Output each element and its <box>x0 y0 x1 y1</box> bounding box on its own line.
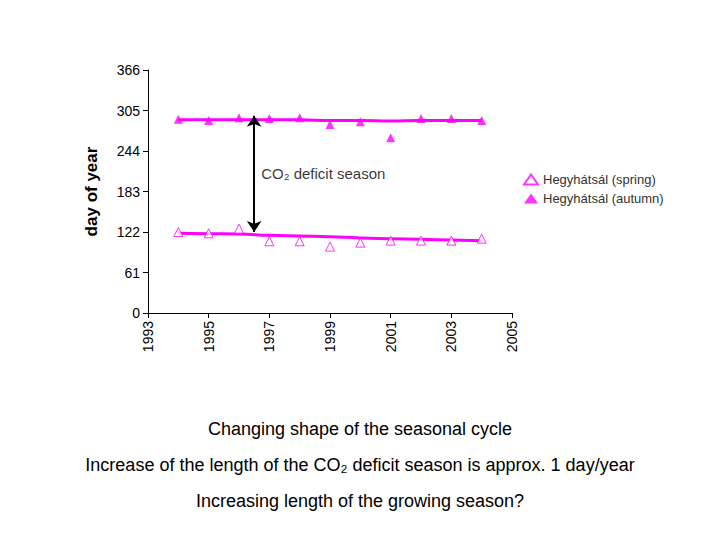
svg-text:Increasing length of the growi: Increasing length of the growing season? <box>196 491 524 511</box>
svg-text:183: 183 <box>117 184 141 200</box>
svg-text:61: 61 <box>124 265 140 281</box>
svg-text:244: 244 <box>117 143 141 159</box>
svg-text:day of year: day of year <box>82 146 101 236</box>
svg-text:Hegyhátsál (autumn): Hegyhátsál (autumn) <box>543 191 664 206</box>
svg-text:2005: 2005 <box>504 321 520 352</box>
svg-text:1999: 1999 <box>322 321 338 352</box>
svg-text:Increase of the length of the: Increase of the length of the CO₂ defici… <box>85 455 634 475</box>
svg-text:CO₂ deficit season: CO₂ deficit season <box>261 165 385 182</box>
svg-text:366: 366 <box>117 62 141 78</box>
svg-text:Hegyhátsál (spring): Hegyhátsál (spring) <box>543 172 656 187</box>
svg-text:0: 0 <box>132 305 140 321</box>
svg-text:1995: 1995 <box>201 321 217 352</box>
svg-text:2001: 2001 <box>383 321 399 352</box>
svg-text:1997: 1997 <box>261 321 277 352</box>
svg-text:Changing shape of the seasonal: Changing shape of the seasonal cycle <box>208 419 512 439</box>
svg-text:2003: 2003 <box>443 321 459 352</box>
svg-text:1993: 1993 <box>140 321 156 352</box>
svg-text:305: 305 <box>117 103 141 119</box>
svg-text:122: 122 <box>117 224 141 240</box>
